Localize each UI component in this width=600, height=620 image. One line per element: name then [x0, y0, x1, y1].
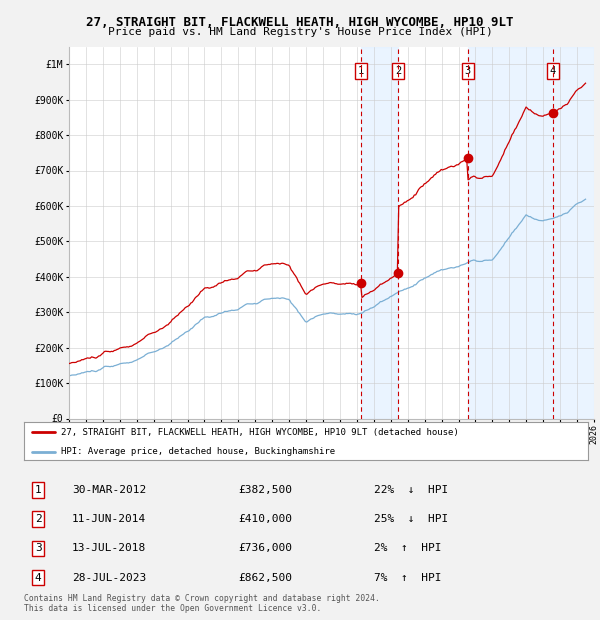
Text: 2: 2 [395, 66, 401, 76]
Bar [553, 46, 594, 419]
Text: 3: 3 [35, 543, 41, 553]
Text: 2: 2 [35, 514, 41, 524]
Bar [361, 46, 398, 419]
Text: 13-JUL-2018: 13-JUL-2018 [72, 543, 146, 553]
Text: HPI: Average price, detached house, Buckinghamshire: HPI: Average price, detached house, Buck… [61, 447, 335, 456]
Text: 27, STRAIGHT BIT, FLACKWELL HEATH, HIGH WYCOMBE, HP10 9LT (detached house): 27, STRAIGHT BIT, FLACKWELL HEATH, HIGH … [61, 428, 458, 437]
Text: 1: 1 [35, 485, 41, 495]
Text: 11-JUN-2014: 11-JUN-2014 [72, 514, 146, 524]
Text: Contains HM Land Registry data © Crown copyright and database right 2024.
This d: Contains HM Land Registry data © Crown c… [24, 594, 380, 613]
Text: 7%  ↑  HPI: 7% ↑ HPI [374, 572, 441, 583]
Text: 25%  ↓  HPI: 25% ↓ HPI [374, 514, 448, 524]
Bar [467, 46, 594, 419]
Text: £382,500: £382,500 [238, 485, 292, 495]
Text: 22%  ↓  HPI: 22% ↓ HPI [374, 485, 448, 495]
Text: 2%  ↑  HPI: 2% ↑ HPI [374, 543, 441, 553]
Text: £862,500: £862,500 [238, 572, 292, 583]
Text: 1: 1 [358, 66, 364, 76]
Text: £736,000: £736,000 [238, 543, 292, 553]
Text: £410,000: £410,000 [238, 514, 292, 524]
Text: 4: 4 [35, 572, 41, 583]
Text: 28-JUL-2023: 28-JUL-2023 [72, 572, 146, 583]
Text: 30-MAR-2012: 30-MAR-2012 [72, 485, 146, 495]
Text: 3: 3 [464, 66, 471, 76]
Text: 4: 4 [550, 66, 556, 76]
Text: Price paid vs. HM Land Registry's House Price Index (HPI): Price paid vs. HM Land Registry's House … [107, 27, 493, 37]
Text: 27, STRAIGHT BIT, FLACKWELL HEATH, HIGH WYCOMBE, HP10 9LT: 27, STRAIGHT BIT, FLACKWELL HEATH, HIGH … [86, 16, 514, 29]
